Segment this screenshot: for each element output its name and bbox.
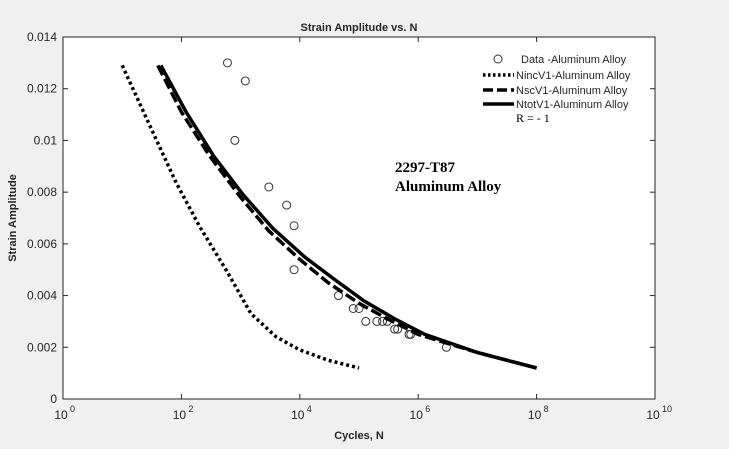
data-point — [390, 324, 400, 334]
y-tick-label: 0 — [50, 392, 57, 406]
data-point — [240, 76, 250, 86]
series-line-solid — [159, 64, 538, 370]
x-tick-exponent: 10 — [662, 404, 672, 414]
legend-label-data: Data -Aluminum Alloy — [521, 54, 627, 66]
x-tick-label: 10 — [173, 408, 187, 422]
legend-marker-data — [493, 54, 503, 64]
legend-label-nsc: NscV1-Aluminum Alloy — [516, 85, 628, 97]
data-point — [264, 182, 274, 192]
data-point — [361, 316, 371, 326]
y-tick-label: 0.008 — [27, 185, 57, 199]
data-point — [348, 304, 358, 313]
legend-note-r-ratio: R = - 1 — [516, 111, 550, 125]
chart-marks — [120, 58, 538, 370]
y-tick-label: 0.012 — [27, 82, 57, 96]
y-axis-label: Strain Amplitude — [7, 174, 19, 262]
annotation-alloy-code: 2297-T87 — [395, 160, 456, 176]
data-point — [289, 265, 299, 275]
x-tick-label: 10 — [646, 408, 660, 422]
x-tick-label: 10 — [410, 408, 424, 422]
x-tick-label: 10 — [528, 408, 542, 422]
y-tick-label: 0.006 — [27, 237, 57, 251]
data-point — [230, 135, 240, 145]
chart-title: Strain Amplitude vs. N — [301, 22, 418, 34]
y-tick-label: 0.004 — [27, 289, 57, 303]
y-tick-label: 0.01 — [34, 133, 58, 147]
annotation-alloy-name: Aluminum Alloy — [395, 179, 502, 195]
x-tick-label: 10 — [54, 408, 68, 422]
x-tick-exponent: 0 — [70, 404, 75, 414]
x-tick-exponent: 4 — [307, 404, 312, 414]
legend-label-ntot: NtotV1-Aluminum Alloy — [516, 99, 629, 111]
plot-area — [62, 36, 656, 400]
legend: Data -Aluminum Alloy NincV1-Aluminum All… — [483, 54, 631, 125]
data-point — [372, 316, 382, 326]
x-tick-exponent: 6 — [425, 404, 430, 414]
data-point — [282, 200, 292, 210]
data-point — [222, 58, 232, 68]
series-line-dashed — [156, 64, 538, 370]
x-tick-exponent: 2 — [188, 404, 193, 414]
legend-label-ninc: NincV1-Aluminum Alloy — [516, 70, 631, 82]
data-point — [378, 316, 388, 326]
data-point — [289, 221, 299, 231]
y-tick-label: 0.002 — [27, 340, 57, 354]
y-tick-label: 0.014 — [27, 30, 57, 44]
x-tick-label: 10 — [291, 408, 305, 422]
x-tick-exponent: 8 — [544, 404, 549, 414]
x-axis-label: Cycles, N — [334, 430, 384, 442]
